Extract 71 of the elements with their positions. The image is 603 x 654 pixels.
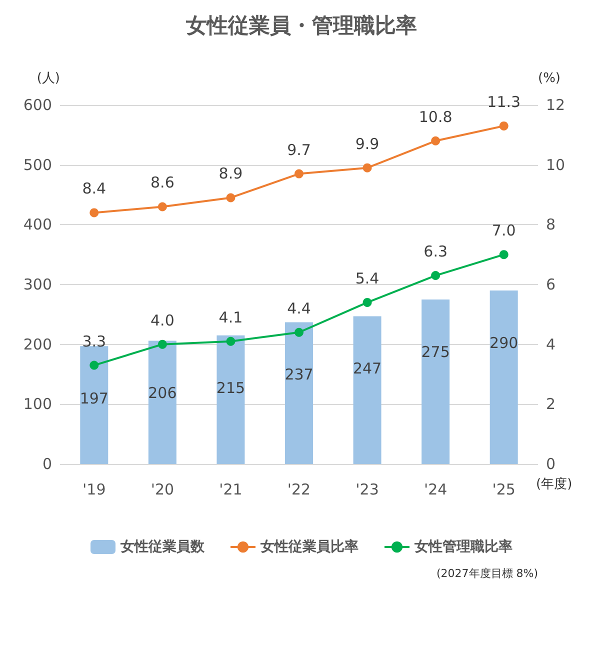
point: [362, 298, 372, 307]
data-label: 8.4: [82, 180, 106, 198]
bar: [490, 290, 518, 464]
y-tick-label: 100: [23, 395, 52, 414]
data-label: 10.8: [418, 108, 452, 126]
data-label: 275: [421, 342, 450, 361]
bar: [353, 316, 382, 464]
point: [90, 360, 99, 370]
y-axis-title: (人): [36, 71, 60, 86]
point: [226, 336, 236, 346]
point: [158, 202, 167, 212]
x-tick-label: '25: [492, 480, 516, 498]
bar: [216, 335, 245, 464]
legend-label: 女性管理職比率: [414, 538, 512, 555]
y-tick-label: 400: [23, 216, 52, 234]
y-tick-label: 300: [23, 276, 52, 294]
data-label: 206: [148, 384, 177, 402]
x-tick-label: '22: [287, 480, 311, 498]
y2-tick-label: 8: [546, 216, 556, 234]
point: [499, 250, 508, 260]
x-tick-label: '24: [424, 480, 448, 498]
data-label: 247: [352, 360, 382, 378]
data-label: 11.3: [487, 92, 521, 111]
point: [499, 121, 508, 130]
x-tick-label: '21: [219, 480, 242, 498]
y2-tick-label: 4: [546, 335, 556, 354]
legend-label: 女性従業員比率: [260, 538, 358, 555]
bar: [422, 299, 450, 464]
data-label: 4.4: [287, 299, 311, 318]
x-tick-label: '20: [150, 480, 174, 498]
data-label: 9.9: [355, 134, 380, 153]
point: [90, 208, 99, 218]
y-tick-label: 500: [23, 156, 52, 174]
y2-tick-label: 2: [546, 395, 556, 414]
point: [294, 169, 304, 178]
point: [431, 136, 440, 146]
data-label: 215: [216, 378, 246, 397]
y2-axis-title: (%): [538, 71, 560, 86]
legend-label: 女性従業員数: [120, 539, 206, 555]
point: [158, 340, 167, 349]
data-label: 237: [284, 366, 314, 384]
y-tick-label: 200: [23, 335, 52, 354]
x-tick-label: '23: [356, 480, 379, 498]
y2-tick-label: 12: [546, 96, 566, 114]
x-tick-label: '19: [82, 480, 106, 498]
point: [362, 163, 372, 172]
data-label: 8.9: [218, 164, 243, 183]
data-label: 290: [490, 334, 518, 352]
data-label: 3.3: [82, 332, 106, 350]
point: [294, 328, 304, 337]
data-label: 197: [80, 390, 108, 408]
data-label: 9.7: [287, 140, 311, 159]
y-tick-label: 600: [23, 96, 52, 114]
y2-tick-label: 6: [546, 276, 556, 294]
data-label: 4.1: [218, 308, 243, 326]
y2-tick-label: 10: [546, 156, 566, 174]
bar: [80, 346, 108, 464]
bar: [285, 322, 313, 464]
data-label: 7.0: [492, 222, 516, 240]
chart-title: 女性従業員・管理職比率: [185, 14, 417, 38]
data-label: 6.3: [424, 242, 448, 261]
point: [226, 193, 236, 202]
y-tick-label: 0: [42, 455, 52, 473]
x-axis-title: (年度): [536, 476, 572, 492]
data-label: 4.0: [150, 311, 174, 330]
data-label: 8.6: [150, 174, 174, 192]
y2-tick-label: 0: [546, 455, 556, 473]
text: (2027年度目標 8%): [436, 567, 538, 580]
data-label: 5.4: [355, 269, 380, 288]
bar: [148, 340, 176, 464]
point: [431, 271, 440, 280]
